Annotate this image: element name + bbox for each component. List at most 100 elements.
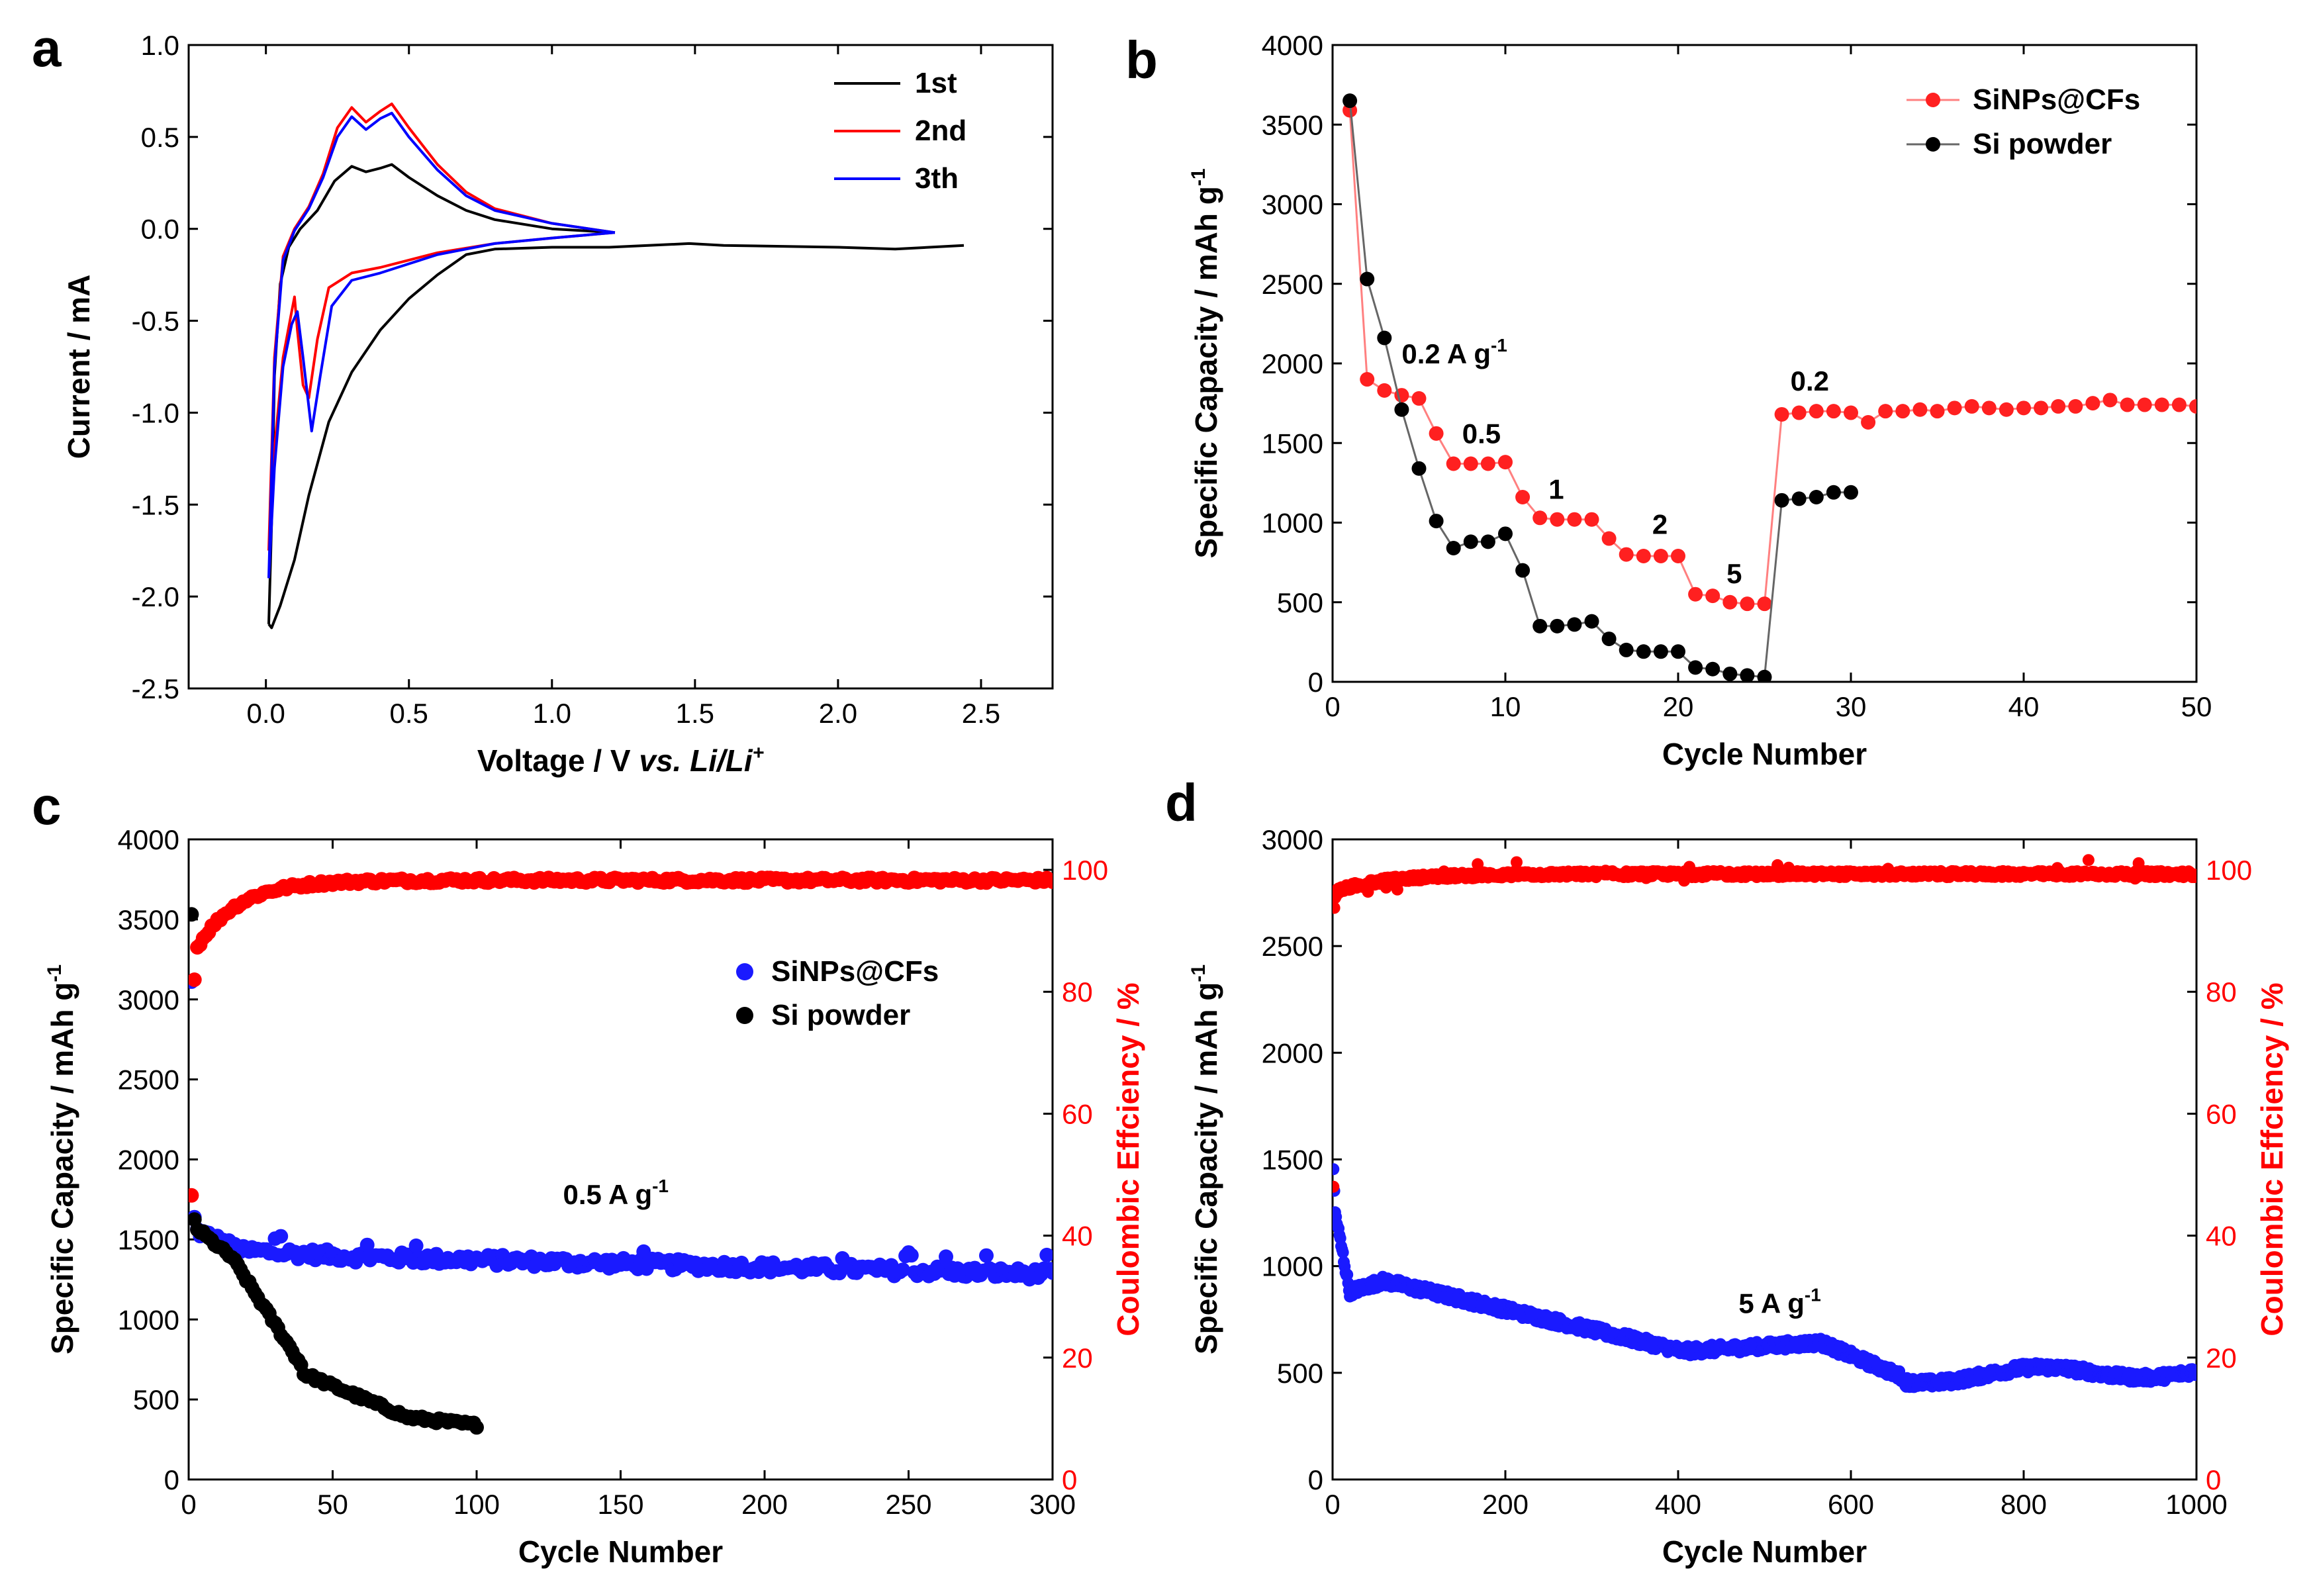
x-tick-label: 0	[1325, 691, 1340, 722]
data-point	[1740, 596, 1755, 612]
data-point	[1981, 400, 1997, 416]
data-point	[1619, 547, 1634, 562]
data-point	[1480, 456, 1495, 471]
y-tick-label: 4000	[1262, 30, 1323, 61]
data-point	[1757, 596, 1772, 612]
y-tick-label: -2.0	[132, 581, 179, 612]
data-point	[1722, 666, 1738, 681]
data-point	[895, 1262, 910, 1278]
y-tick-label: 2000	[1262, 348, 1323, 379]
y-tick-label: 0	[164, 1464, 179, 1495]
y-tick-label: 0	[1308, 667, 1323, 698]
data-point	[1705, 588, 1720, 604]
data-point	[1360, 271, 1375, 287]
x-tick-label: 0	[181, 1489, 196, 1520]
data-point	[1740, 668, 1755, 682]
data-point	[1337, 1246, 1349, 1258]
data-point	[1511, 856, 1523, 868]
x-tick-label: 10	[1490, 691, 1521, 722]
y-tick-label: 1500	[1262, 1145, 1323, 1176]
data-point	[1601, 531, 1617, 546]
y2-tick-label: 0	[1062, 1464, 1077, 1495]
data-point	[1498, 526, 1513, 541]
data-point	[1930, 404, 1945, 419]
data-point	[1584, 512, 1599, 527]
data-point	[2154, 397, 2169, 412]
data-point	[1757, 669, 1772, 682]
plot-area	[1343, 93, 2196, 682]
plot-frame	[1331, 838, 2198, 1481]
data-point	[1550, 512, 1565, 527]
y-tick-label: 0	[1308, 1464, 1323, 1495]
y-tick-label: 1500	[118, 1224, 179, 1255]
x-axis-title: Voltage / V vs. Li/Li+	[477, 742, 764, 778]
x-tick-label: 1.0	[533, 698, 571, 729]
data-point	[1429, 426, 1444, 441]
series-line-3th	[267, 111, 616, 579]
data-point	[939, 1249, 953, 1264]
legend-label: SiNPs@CFs	[771, 955, 939, 988]
x-axis-title: Cycle Number	[1662, 737, 1867, 771]
y-tick-label: 4000	[118, 824, 179, 855]
data-point	[1826, 404, 1841, 419]
y-tick-label: -1.5	[132, 489, 179, 520]
data-point	[1532, 510, 1548, 526]
y-tick-label: -0.5	[132, 306, 179, 337]
series-c_si	[189, 907, 484, 1435]
y2-tick-label: 20	[1062, 1342, 1093, 1374]
data-point	[1653, 644, 1668, 659]
panel-a: a 0.0 0.5 1.0 1.5 2.0 2.5 -2.5 -2.0 -1.5 -1.0 -0.5 0…	[32, 19, 1054, 778]
y2-tick-label: 60	[1062, 1098, 1093, 1129]
x-tick-label: 0.0	[246, 698, 285, 729]
data-point	[1722, 594, 1738, 610]
data-point	[1498, 455, 1513, 470]
data-point	[2051, 399, 2066, 414]
annotation: 0.2 A g-1	[1401, 335, 1507, 369]
panel-letter-a: a	[32, 19, 62, 77]
data-point	[2191, 1368, 2196, 1380]
data-point	[1791, 491, 1807, 506]
data-point	[189, 972, 202, 987]
y-tick-label: 3000	[1262, 824, 1323, 855]
series-d_sinp	[1333, 1163, 2196, 1393]
y-tick-label: 2000	[1262, 1037, 1323, 1068]
legend-marker	[1926, 93, 1940, 107]
y-tick-label: 0.5	[141, 122, 179, 153]
y2-axis-title: Coulombic Effciency / %	[1111, 982, 1145, 1336]
x-tick-label: 0	[1325, 1489, 1340, 1520]
x-tick-label: 200	[1482, 1489, 1529, 1520]
annotation: 5 A g-1	[1738, 1285, 1820, 1319]
data-point	[2034, 400, 2049, 416]
data-point	[1333, 1180, 1340, 1193]
x-tick-label: 800	[2001, 1489, 2047, 1520]
x-tick-label: 2.5	[962, 698, 1000, 729]
series-c_sinp	[189, 974, 1053, 1287]
data-point	[1844, 405, 1858, 420]
data-point	[1912, 402, 1928, 417]
data-point	[2016, 400, 2031, 416]
data-point	[2191, 868, 2196, 881]
data-point	[1480, 534, 1495, 549]
data-point	[1688, 587, 1703, 602]
legend-label: 2nd	[915, 115, 966, 147]
data-point	[408, 1238, 424, 1253]
data-point	[1584, 614, 1599, 629]
data-point	[1636, 644, 1651, 659]
annotation: 2	[1652, 508, 1668, 540]
data-point	[1895, 404, 1910, 419]
x-tick-label: 200	[741, 1489, 788, 1520]
y-tick-label: 1.0	[141, 30, 179, 61]
data-point	[189, 1188, 199, 1203]
legend-label: Si powder	[771, 999, 910, 1031]
y2-tick-label: 0	[2206, 1464, 2221, 1495]
annotation: 0.5	[1462, 418, 1501, 449]
x-tick-label: 100	[453, 1489, 500, 1520]
data-point	[1844, 485, 1858, 500]
plot-frame	[187, 44, 1054, 690]
annotation: 0.5 A g-1	[563, 1176, 669, 1210]
x-tick-label: 50	[2181, 691, 2212, 722]
y-tick-label: 2000	[118, 1145, 179, 1176]
y-tick-label: 1000	[1262, 508, 1323, 539]
data-point	[1636, 549, 1651, 564]
